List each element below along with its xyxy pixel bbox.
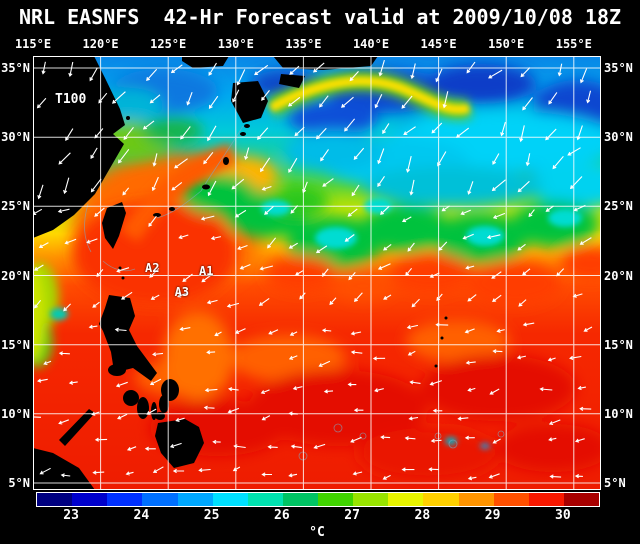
colorbar-segment	[212, 493, 248, 506]
colorbar-segment	[142, 493, 178, 506]
colorbar-segment	[318, 493, 354, 506]
colorbar-segment	[563, 493, 599, 506]
lat-label: 10°N	[1, 406, 30, 421]
colorbar-tick-label: 26	[274, 508, 290, 523]
lon-label: 115°E	[14, 37, 52, 51]
page-title: NRL EASNFS 42-Hr Forecast valid at 2009/…	[18, 5, 622, 29]
lat-label: 30°N	[1, 130, 30, 145]
colorbar-tick-label: 23	[63, 508, 79, 523]
colorbar-segment	[458, 493, 494, 506]
land-masses	[33, 56, 448, 490]
lat-label: 25°N	[1, 199, 30, 214]
lat-label: 15°N	[1, 337, 30, 352]
sst-map: T100 A2 A1 A3	[33, 56, 601, 490]
lon-label: 140°E	[352, 37, 390, 51]
lat-label: 5°N	[8, 476, 30, 490]
colorbar-segment	[37, 493, 73, 506]
lat-label: 20°N	[1, 268, 30, 283]
lon-label: 125°E	[150, 37, 187, 51]
colorbar-tick-label: 25	[203, 508, 220, 523]
colorbar-tick-label: 27	[344, 508, 360, 523]
colorbar-unit-label: °C	[309, 525, 325, 540]
colorbar-tick-label: 24	[133, 508, 150, 523]
annotation-a2: A2	[145, 261, 160, 276]
colorbar-tick-label: 28	[414, 508, 431, 523]
latitude-axis-right: 35°N 30°N 25°N 20°N 15°N 10°N 5°N	[604, 0, 640, 544]
colorbar-tick-label: 30	[555, 508, 571, 523]
lon-label: 135°E	[285, 37, 322, 51]
wind-arrows-layer	[33, 59, 593, 481]
sst-map-canvas	[33, 56, 601, 490]
annotation-a1: A1	[199, 263, 214, 278]
longitude-axis-top: 115°E 120°E 125°E 130°E 135°E 140°E 145°E 150°E…	[0, 37, 640, 52]
latitude-axis-left: 35°N 30°N 25°N 20°N 15°N 10°N 5°N	[1, 0, 31, 544]
colorbar-tick-label: 29	[484, 508, 501, 523]
lon-label: 120°E	[82, 37, 119, 51]
sst-eddy-field	[73, 64, 601, 480]
colorbar-segment	[493, 493, 529, 506]
colorbar-segment	[107, 493, 143, 506]
colorbar-segment	[72, 493, 108, 506]
lat-label: 15°N	[604, 337, 633, 352]
lat-label: 20°N	[604, 268, 633, 283]
lat-label: 35°N	[1, 61, 30, 75]
colorbar-segment	[423, 493, 459, 506]
colorbar-segment	[282, 493, 318, 506]
colorbar-segment	[388, 493, 424, 506]
model-run-label: T100	[55, 92, 87, 107]
annotation-a3: A3	[174, 285, 190, 300]
lon-label: 145°E	[420, 37, 457, 51]
lat-label: 10°N	[604, 406, 633, 421]
lon-label: 130°E	[217, 37, 254, 51]
map-annotations: A2 A1 A3	[33, 56, 601, 490]
map-border	[33, 56, 601, 490]
lat-label: 5°N	[604, 476, 626, 490]
colorbar-segment	[353, 493, 389, 506]
lat-label: 25°N	[604, 199, 633, 214]
lat-label: 30°N	[604, 130, 633, 145]
colorbar-segment	[247, 493, 283, 506]
lon-label: 155°E	[555, 37, 592, 51]
colorbar-ticks: 23 24 25 26 27 28 29 30	[0, 508, 640, 523]
lon-label: 150°E	[488, 37, 525, 51]
colorbar-segment	[528, 493, 564, 506]
wind-arrows	[33, 59, 593, 481]
lat-label: 35°N	[604, 61, 633, 75]
colorbar	[36, 492, 600, 507]
colorbar-segment	[177, 493, 213, 506]
